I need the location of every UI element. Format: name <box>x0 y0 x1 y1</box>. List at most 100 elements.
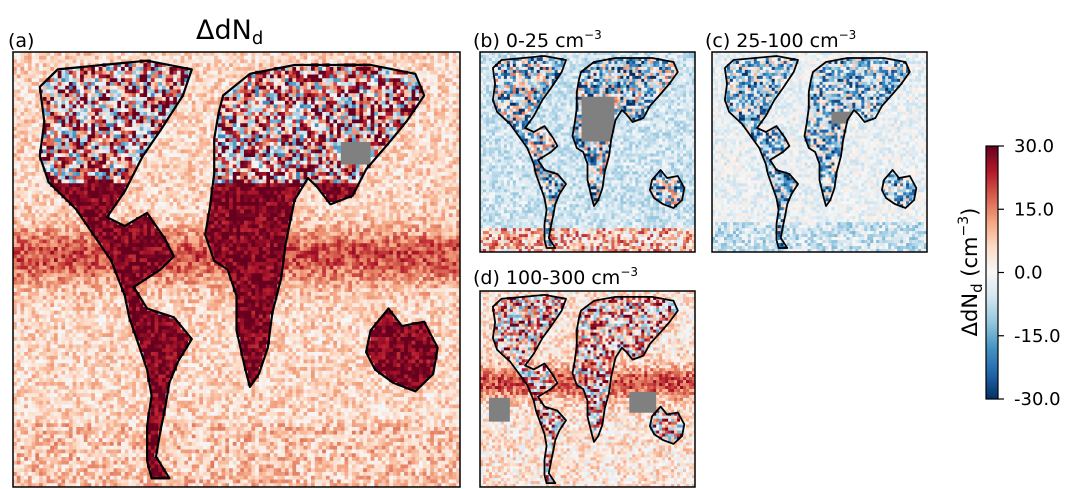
heatmap-cell <box>132 202 136 206</box>
heatmap-cell <box>233 71 237 75</box>
heatmap-cell <box>203 116 207 120</box>
heatmap-cell <box>169 165 173 169</box>
heatmap-cell <box>155 142 159 146</box>
heatmap-cell <box>225 71 229 75</box>
heatmap-cell <box>237 191 241 195</box>
heatmap-cell <box>39 176 43 180</box>
heatmap-cell <box>50 172 54 176</box>
heatmap-cell <box>177 71 181 75</box>
heatmap-cell <box>311 90 315 94</box>
heatmap-cell <box>192 78 196 82</box>
heatmap-cell <box>430 183 434 187</box>
heatmap-cell <box>84 123 88 127</box>
heatmap-cell <box>136 123 140 127</box>
heatmap-cell <box>266 131 270 135</box>
heatmap-cell <box>218 78 222 82</box>
heatmap-cell <box>248 135 252 139</box>
heatmap-cell <box>69 183 73 187</box>
heatmap-cell <box>315 82 319 86</box>
heatmap-cell <box>389 82 393 86</box>
heatmap-cell <box>28 97 32 101</box>
heatmap-cell <box>162 172 166 176</box>
heatmap-cell <box>274 116 278 120</box>
heatmap-cell <box>125 93 129 97</box>
heatmap-cell <box>233 108 237 112</box>
heatmap-cell <box>415 135 419 139</box>
heatmap-cell <box>326 90 330 94</box>
heatmap-cell <box>147 180 151 184</box>
heatmap-cell <box>330 165 334 169</box>
heatmap-cell <box>114 56 118 60</box>
heatmap-cell <box>408 56 412 60</box>
heatmap-cell <box>330 183 334 187</box>
heatmap-cell <box>404 202 408 206</box>
heatmap-cell <box>434 135 438 139</box>
heatmap-cell <box>222 183 226 187</box>
heatmap-cell <box>229 105 233 109</box>
heatmap-cell <box>270 157 274 161</box>
heatmap-cell <box>169 101 173 105</box>
heatmap-cell <box>222 206 226 210</box>
heatmap-cell <box>143 165 147 169</box>
heatmap-cell <box>311 195 315 199</box>
heatmap-cell <box>348 93 352 97</box>
heatmap-cell <box>404 135 408 139</box>
heatmap-cell <box>438 116 442 120</box>
heatmap-cell <box>147 168 151 172</box>
heatmap-cell <box>345 161 349 165</box>
heatmap-cell <box>203 180 207 184</box>
heatmap-cell <box>117 150 121 154</box>
heatmap-cell <box>415 56 419 60</box>
heatmap-cell <box>412 127 416 131</box>
heatmap-cell <box>300 142 304 146</box>
heatmap-cell <box>76 202 80 206</box>
heatmap-cell <box>408 191 412 195</box>
heatmap-cell <box>54 142 58 146</box>
heatmap-cell <box>143 82 147 86</box>
heatmap-cell <box>177 150 181 154</box>
heatmap-cell <box>270 97 274 101</box>
heatmap-cell <box>199 202 203 206</box>
heatmap-cell <box>382 105 386 109</box>
heatmap-cell <box>114 157 118 161</box>
heatmap-cell <box>110 183 114 187</box>
heatmap-cell <box>121 202 125 206</box>
heatmap-cell <box>363 138 367 142</box>
heatmap-cell <box>28 198 32 202</box>
heatmap-cell <box>47 93 51 97</box>
heatmap-cell <box>54 131 58 135</box>
heatmap-cell <box>426 161 430 165</box>
heatmap-cell <box>315 123 319 127</box>
heatmap-cell <box>110 157 114 161</box>
heatmap-cell <box>430 176 434 180</box>
heatmap-cell <box>281 202 285 206</box>
heatmap-cell <box>259 90 263 94</box>
heatmap-cell <box>378 86 382 90</box>
heatmap-cell <box>356 146 360 150</box>
heatmap-cell <box>162 116 166 120</box>
heatmap-cell <box>307 172 311 176</box>
heatmap-cell <box>352 183 356 187</box>
heatmap-cell <box>102 157 106 161</box>
heatmap-cell <box>229 108 233 112</box>
heatmap-cell <box>426 60 430 64</box>
heatmap-cell <box>393 82 397 86</box>
heatmap-cell <box>289 138 293 142</box>
heatmap-cell <box>17 195 21 199</box>
heatmap-cell <box>181 165 185 169</box>
heatmap-cell <box>363 86 367 90</box>
heatmap-cell <box>359 198 363 202</box>
heatmap-cell <box>95 131 99 135</box>
heatmap-cell <box>382 108 386 112</box>
heatmap-cell <box>192 105 196 109</box>
heatmap-cell <box>266 161 270 165</box>
heatmap-cell <box>203 63 207 67</box>
heatmap-cell <box>318 56 322 60</box>
heatmap-cell <box>166 157 170 161</box>
heatmap-cell <box>128 71 132 75</box>
heatmap-cell <box>203 82 207 86</box>
heatmap-cell <box>359 150 363 154</box>
heatmap-cell <box>17 187 21 191</box>
heatmap-cell <box>117 108 121 112</box>
heatmap-cell <box>136 180 140 184</box>
